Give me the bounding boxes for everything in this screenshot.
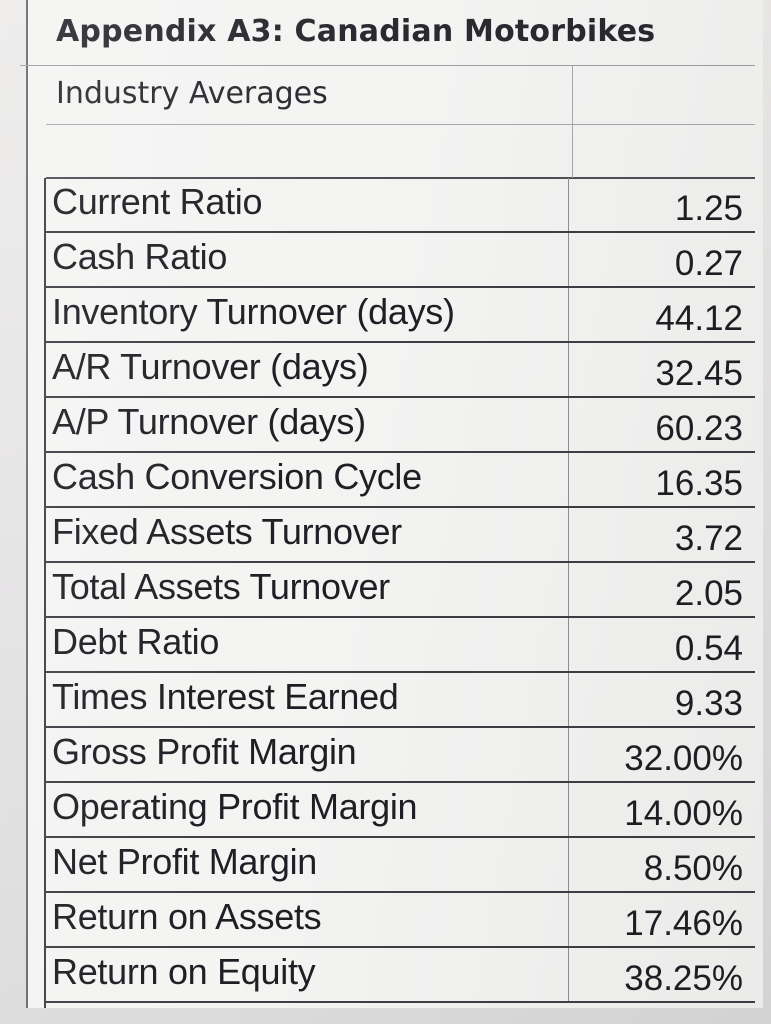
- ratio-value: 9.33: [674, 684, 743, 723]
- cell-divider: [568, 673, 569, 726]
- cell-divider: [568, 508, 569, 561]
- ratio-value: 0.27: [674, 244, 743, 283]
- ratio-label: Debt Ratio: [52, 621, 220, 662]
- ratio-label: Gross Profit Margin: [52, 731, 357, 772]
- title-row: Appendix A3: Canadian Motorbikes: [20, 0, 755, 66]
- table-row: Current Ratio 1.25: [44, 178, 755, 233]
- ratio-label: Fixed Assets Turnover: [52, 511, 402, 552]
- ratio-value: 3.72: [674, 519, 743, 558]
- ratio-label: Net Profit Margin: [52, 841, 317, 882]
- ratio-value: 60.23: [655, 409, 743, 448]
- table-row: Debt Ratio 0.54: [44, 618, 755, 673]
- ratio-value: 32.45: [655, 354, 743, 393]
- cell-divider: [568, 453, 569, 506]
- ratio-label: Cash Ratio: [52, 236, 228, 277]
- cell-divider: [568, 343, 569, 396]
- column-divider: [572, 66, 573, 178]
- ratio-label: Inventory Turnover (days): [52, 291, 455, 332]
- ratio-label: Return on Equity: [52, 951, 316, 992]
- ratio-label: Total Assets Turnover: [52, 566, 390, 607]
- ratio-value: 44.12: [655, 299, 743, 338]
- cell-divider: [568, 233, 569, 286]
- table-row: Return on Assets 17.46%: [44, 893, 755, 948]
- ratio-value: 8.50%: [643, 849, 743, 888]
- table-row: Inventory Turnover (days) 44.12: [44, 288, 755, 343]
- ratio-value: 1.25: [674, 189, 743, 228]
- ratio-label: Return on Assets: [52, 896, 322, 937]
- table-row: Fixed Assets Turnover 3.72: [44, 508, 755, 563]
- ratio-value: 2.05: [674, 574, 743, 613]
- cell-divider: [568, 728, 569, 781]
- cell-divider: [568, 288, 569, 341]
- ratio-label: Current Ratio: [52, 181, 263, 222]
- table-row: Net Profit Margin 8.50%: [44, 838, 755, 893]
- blank-row: [46, 125, 755, 179]
- table-row: Times Interest Earned 9.33: [44, 673, 755, 728]
- table-row: Total Assets Turnover 2.05: [44, 563, 755, 618]
- ratio-label: A/P Turnover (days): [52, 401, 366, 442]
- cell-divider: [568, 838, 569, 891]
- ratio-value: 38.25%: [624, 959, 743, 998]
- ratio-label: Times Interest Earned: [52, 676, 399, 717]
- cell-divider: [568, 783, 569, 836]
- spreadsheet: [26, 0, 763, 1008]
- cell-divider: [568, 398, 569, 451]
- table-row: Operating Profit Margin 14.00%: [44, 783, 755, 838]
- ratio-label: A/R Turnover (days): [52, 346, 369, 387]
- table-subtitle: Industry Averages: [56, 76, 328, 111]
- table-row: Gross Profit Margin 32.00%: [44, 728, 755, 783]
- table-row: Cash Ratio 0.27: [44, 233, 755, 288]
- page-title: Appendix A3: Canadian Motorbikes: [56, 14, 656, 49]
- cell-divider: [568, 948, 569, 1001]
- ratio-value: 0.54: [674, 629, 743, 668]
- ratios-table: Current Ratio 1.25 Cash Ratio 0.27 Inven…: [44, 178, 755, 1003]
- ratio-label: Cash Conversion Cycle: [52, 456, 422, 497]
- subtitle-row: Industry Averages: [46, 66, 755, 125]
- table-row: Return on Equity 38.25%: [44, 948, 755, 1003]
- table-row: A/P Turnover (days) 60.23: [44, 398, 755, 453]
- ratio-value: 17.46%: [624, 904, 743, 943]
- table-left-border: [44, 178, 46, 1008]
- cell-divider: [568, 563, 569, 616]
- cell-divider: [568, 893, 569, 946]
- table-row: A/R Turnover (days) 32.45: [44, 343, 755, 398]
- ratio-value: 32.00%: [624, 739, 743, 778]
- ratio-label: Operating Profit Margin: [52, 786, 418, 827]
- cell-divider: [568, 178, 569, 231]
- ratio-value: 16.35: [655, 464, 743, 503]
- table-row: Cash Conversion Cycle 16.35: [44, 453, 755, 508]
- cell-divider: [568, 618, 569, 671]
- ratio-value: 14.00%: [624, 794, 743, 833]
